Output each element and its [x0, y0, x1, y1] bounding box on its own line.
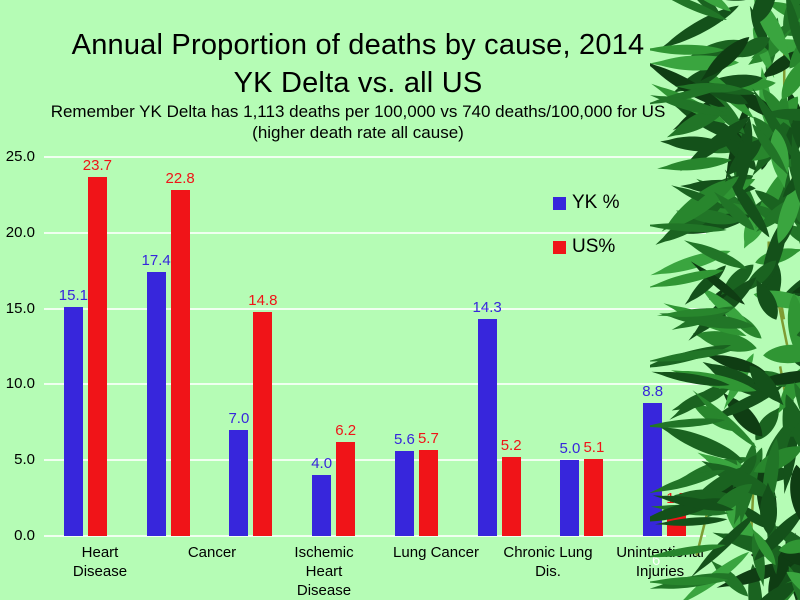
bar-value-label: 14.3 [472, 299, 502, 317]
y-tick-label: 5.0 [14, 451, 35, 469]
gridline [44, 535, 706, 537]
x-category-slot: Lung Cancer [380, 543, 492, 600]
legend-label: YK % [572, 192, 620, 213]
bar-us: 14.8 [248, 292, 277, 536]
bar-group: 5.6 5.7 [375, 157, 458, 536]
bar-value-label: 17.4 [141, 252, 171, 270]
bar-group: 14.3 5.2 [458, 157, 541, 536]
bar-yk: 5.6 [394, 431, 415, 536]
bar-value-label: 5.1 [583, 438, 605, 456]
gridline [44, 459, 706, 462]
bar-value-label: 4.0 [311, 455, 333, 473]
x-category-label: Ischemic Heart Disease [294, 544, 354, 599]
bar-us: 22.8 [166, 170, 195, 536]
x-category-slot: Cancer [156, 543, 268, 600]
y-tick-label: 0.0 [14, 527, 35, 544]
bar-value-label: 15.1 [58, 287, 88, 305]
x-category-label: Lung Cancer [393, 544, 479, 561]
gridline [44, 307, 706, 310]
bar-value-label: 22.8 [165, 170, 195, 188]
bar-value-label: 5.6 [393, 431, 415, 449]
bar-value-label: 7.0 [228, 409, 250, 427]
gridline [44, 231, 706, 234]
subtitle-line-2: (higher death rate all cause) [252, 123, 464, 142]
bar-us: 23.7 [83, 157, 112, 536]
bar-yk: 4.0 [311, 455, 332, 536]
title-line-1: Annual Proportion of deaths by cause, 20… [71, 29, 645, 61]
bar-group: 5.0 5.1 [541, 157, 624, 536]
x-category-label: Heart Disease [72, 544, 128, 580]
chart-legend: YK % US% [553, 192, 620, 280]
y-tick-label: 20.0 [5, 223, 35, 241]
legend-entry: US% [553, 236, 620, 258]
title-line-2: YK Delta vs. all US [233, 67, 483, 99]
bar-value-label: 14.8 [248, 291, 278, 309]
x-category-slot: Heart Disease [44, 543, 156, 600]
legend-entry: YK % [553, 192, 620, 214]
bar-yk: 15.1 [59, 287, 88, 536]
bar-groups: 15.1 23.7 17.4 22.8 7.0 14.8 4.0 6.2 5.6 5.7 14.3 5… [44, 157, 706, 536]
y-tick-label: 25.0 [5, 148, 35, 165]
bar-yk: 8.8 [642, 383, 663, 536]
legend-label: US% [572, 236, 616, 257]
slide-number: 6 [652, 552, 661, 569]
x-axis: Heart Disease Cancer Ischemic Heart Diseas… [44, 543, 794, 600]
bar-us: 5.7 [418, 430, 439, 536]
x-category-label: Chronic Lung Dis. [503, 544, 593, 580]
bar-value-label: 5.2 [500, 437, 522, 455]
bar-us: 6.2 [335, 422, 356, 536]
bamboo-decoration [650, 0, 800, 600]
bar-yk: 5.0 [559, 440, 580, 536]
plot-area: 15.1 23.7 17.4 22.8 7.0 14.8 4.0 6.2 5.6 5.7 14.3 5… [44, 156, 706, 537]
bar-group: 15.1 23.7 [44, 157, 127, 536]
gridline [44, 383, 706, 386]
bar-group: 17.4 22.8 [127, 157, 210, 536]
bar-us: 5.1 [583, 439, 604, 536]
y-tick-label: 15.0 [5, 299, 35, 317]
y-tick-label: 10.0 [5, 375, 35, 393]
bar-yk: 17.4 [142, 252, 171, 536]
y-axis: 0.0 5.0 10.0 15.0 20.0 25.0 [0, 148, 35, 544]
bar-value-label: 23.7 [82, 156, 112, 174]
subtitle-line-1: Remember YK Delta has 1,113 deaths per 1… [50, 102, 666, 121]
bar-group: 4.0 6.2 [292, 157, 375, 536]
bar-value-label: 5.0 [559, 440, 581, 458]
bar-value-label: 8.8 [642, 382, 664, 400]
bar-us: 5.2 [501, 437, 522, 536]
x-category-slot: Ischemic Heart Disease [268, 543, 380, 600]
x-category-label: Cancer [187, 544, 237, 561]
bar-yk: 7.0 [228, 410, 249, 536]
bar-group: 7.0 14.8 [210, 157, 293, 536]
bar-value-label: 6.2 [335, 422, 357, 440]
bar-value-label: 5.7 [417, 429, 439, 447]
slide-title: Annual Proportion of deaths by cause, 20… [0, 26, 716, 102]
slide-subtitle: Remember YK Delta has 1,113 deaths per 1… [0, 101, 716, 143]
bar-yk: 14.3 [473, 299, 502, 536]
legend-swatch-icon [553, 196, 566, 210]
legend-swatch-icon [553, 240, 566, 254]
x-category-slot: Chronic Lung Dis. [492, 543, 604, 600]
gridline [44, 156, 706, 158]
